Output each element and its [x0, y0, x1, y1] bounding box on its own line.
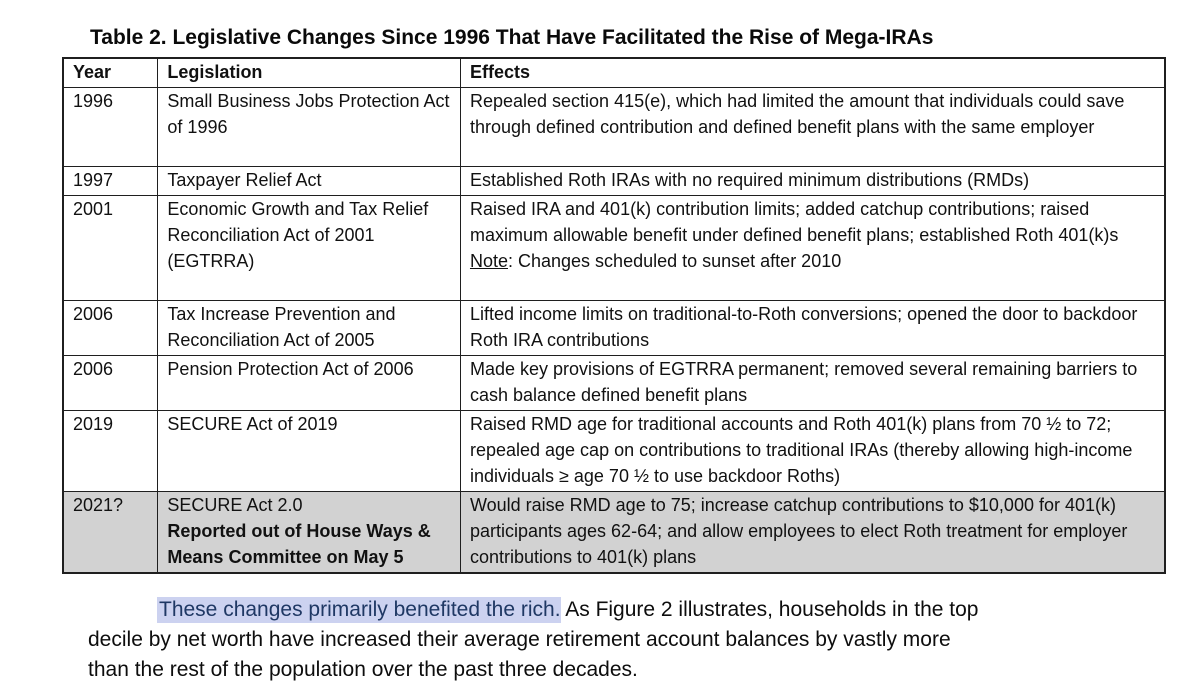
year-cell: 1997 — [62, 166, 159, 196]
table-row-2006-ppa: 2006 Pension Protection Act of 2006 Made… — [62, 355, 1166, 411]
legislation-cell: Tax Increase Prevention and Reconciliati… — [157, 300, 461, 356]
paragraph-line-1-rest: As Figure 2 illustrates, households in t… — [560, 598, 979, 621]
table-row-1997: 1997 Taxpayer Relief Act Established Rot… — [62, 166, 1166, 196]
header-year: Year — [62, 57, 159, 88]
year-cell: 2019 — [62, 410, 159, 492]
year-cell: 1996 — [62, 87, 159, 167]
legislation-cell: Economic Growth and Tax Relief Reconcili… — [157, 195, 461, 301]
effects-text: Raised IRA and 401(k) contribution limit… — [469, 199, 1119, 245]
paragraph-line-3: than the rest of the population over the… — [88, 658, 638, 681]
table-row-2019: 2019 SECURE Act of 2019 Raised RMD age f… — [62, 410, 1166, 492]
effects-cell: Would raise RMD age to 75; increase catc… — [459, 491, 1166, 574]
year-cell: 2021? — [62, 491, 159, 574]
legislation-cell: SECURE Act of 2019 — [157, 410, 461, 492]
table-row-2021: 2021? SECURE Act 2.0 Reported out of Hou… — [62, 491, 1166, 574]
note-text: : Changes scheduled to sunset after 2010 — [508, 251, 842, 271]
table-row-1996: 1996 Small Business Jobs Protection Act … — [62, 87, 1166, 167]
header-legislation: Legislation — [157, 57, 461, 88]
effects-cell: Raised RMD age for traditional accounts … — [459, 410, 1166, 492]
effects-note: Note: Changes scheduled to sunset after … — [470, 248, 1155, 274]
effects-cell: Lifted income limits on traditional-to-R… — [459, 300, 1166, 356]
legislation-cell: Taxpayer Relief Act — [157, 166, 461, 196]
paragraph-line-2: decile by net worth have increased their… — [88, 628, 951, 651]
table-title: Table 2. Legislative Changes Since 1996 … — [90, 26, 934, 49]
effects-cell: Repealed section 415(e), which had limit… — [459, 87, 1166, 167]
legislation-status-line: Reported out of House Ways & Means Commi… — [167, 521, 431, 567]
highlighted-sentence: These changes primarily benefited the ri… — [157, 597, 561, 623]
year-cell: 2006 — [62, 300, 159, 356]
table-row-2006-tipra: 2006 Tax Increase Prevention and Reconci… — [62, 300, 1166, 356]
year-cell: 2006 — [62, 355, 159, 411]
paragraph-line-1: These changes primarily benefited the ri… — [88, 595, 1128, 625]
legislation-line: SECURE Act 2.0 — [167, 495, 303, 515]
header-effects: Effects — [459, 57, 1166, 88]
effects-cell: Made key provisions of EGTRRA permanent;… — [459, 355, 1166, 411]
effects-cell: Raised IRA and 401(k) contribution limit… — [459, 195, 1166, 301]
table-header-row: Year Legislation Effects — [62, 57, 1166, 88]
effects-cell: Established Roth IRAs with no required m… — [459, 166, 1166, 196]
legislation-cell: Pension Protection Act of 2006 — [157, 355, 461, 411]
body-paragraph: These changes primarily benefited the ri… — [88, 595, 1128, 685]
table-row-2001: 2001 Economic Growth and Tax Relief Reco… — [62, 195, 1166, 301]
legislation-table: Year Legislation Effects 1996 Small Busi… — [62, 57, 1166, 574]
legislation-cell: Small Business Jobs Protection Act of 19… — [157, 87, 461, 167]
legislation-cell: SECURE Act 2.0 Reported out of House Way… — [157, 491, 461, 574]
year-cell: 2001 — [62, 195, 159, 301]
note-label: Note — [469, 251, 508, 271]
